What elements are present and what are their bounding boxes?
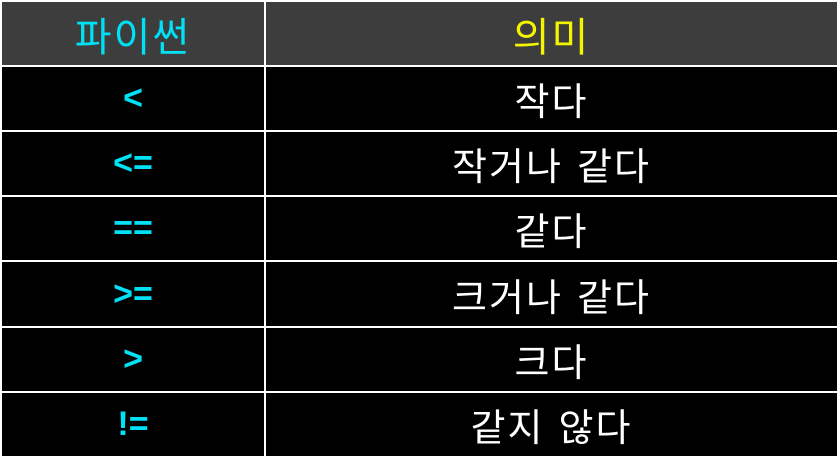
meaning-cell: 크다 bbox=[264, 325, 837, 393]
table-row: <= 작거나 같다 bbox=[0, 130, 837, 198]
table-header-row: 파이썬 의미 bbox=[0, 0, 837, 67]
meaning-cell: 같지 않다 bbox=[264, 390, 837, 458]
meaning-cell: 같다 bbox=[264, 195, 837, 263]
table-row: < 작다 bbox=[0, 64, 837, 133]
operator-cell: >= bbox=[0, 260, 266, 328]
meaning-cell: 크거나 같다 bbox=[264, 260, 837, 328]
operator-cell: != bbox=[0, 390, 266, 458]
operator-cell: < bbox=[0, 64, 266, 133]
meaning-column-header: 의미 bbox=[264, 0, 837, 67]
table-row: != 같지 않다 bbox=[0, 390, 837, 458]
operator-cell: > bbox=[0, 325, 266, 393]
operator-cell: == bbox=[0, 195, 266, 263]
table-row: > 크다 bbox=[0, 325, 837, 393]
meaning-cell: 작다 bbox=[264, 64, 837, 133]
operator-cell: <= bbox=[0, 130, 266, 198]
meaning-cell: 작거나 같다 bbox=[264, 130, 837, 198]
operator-column-header: 파이썬 bbox=[0, 0, 266, 67]
table-row: >= 크거나 같다 bbox=[0, 260, 837, 328]
table-row: == 같다 bbox=[0, 195, 837, 263]
